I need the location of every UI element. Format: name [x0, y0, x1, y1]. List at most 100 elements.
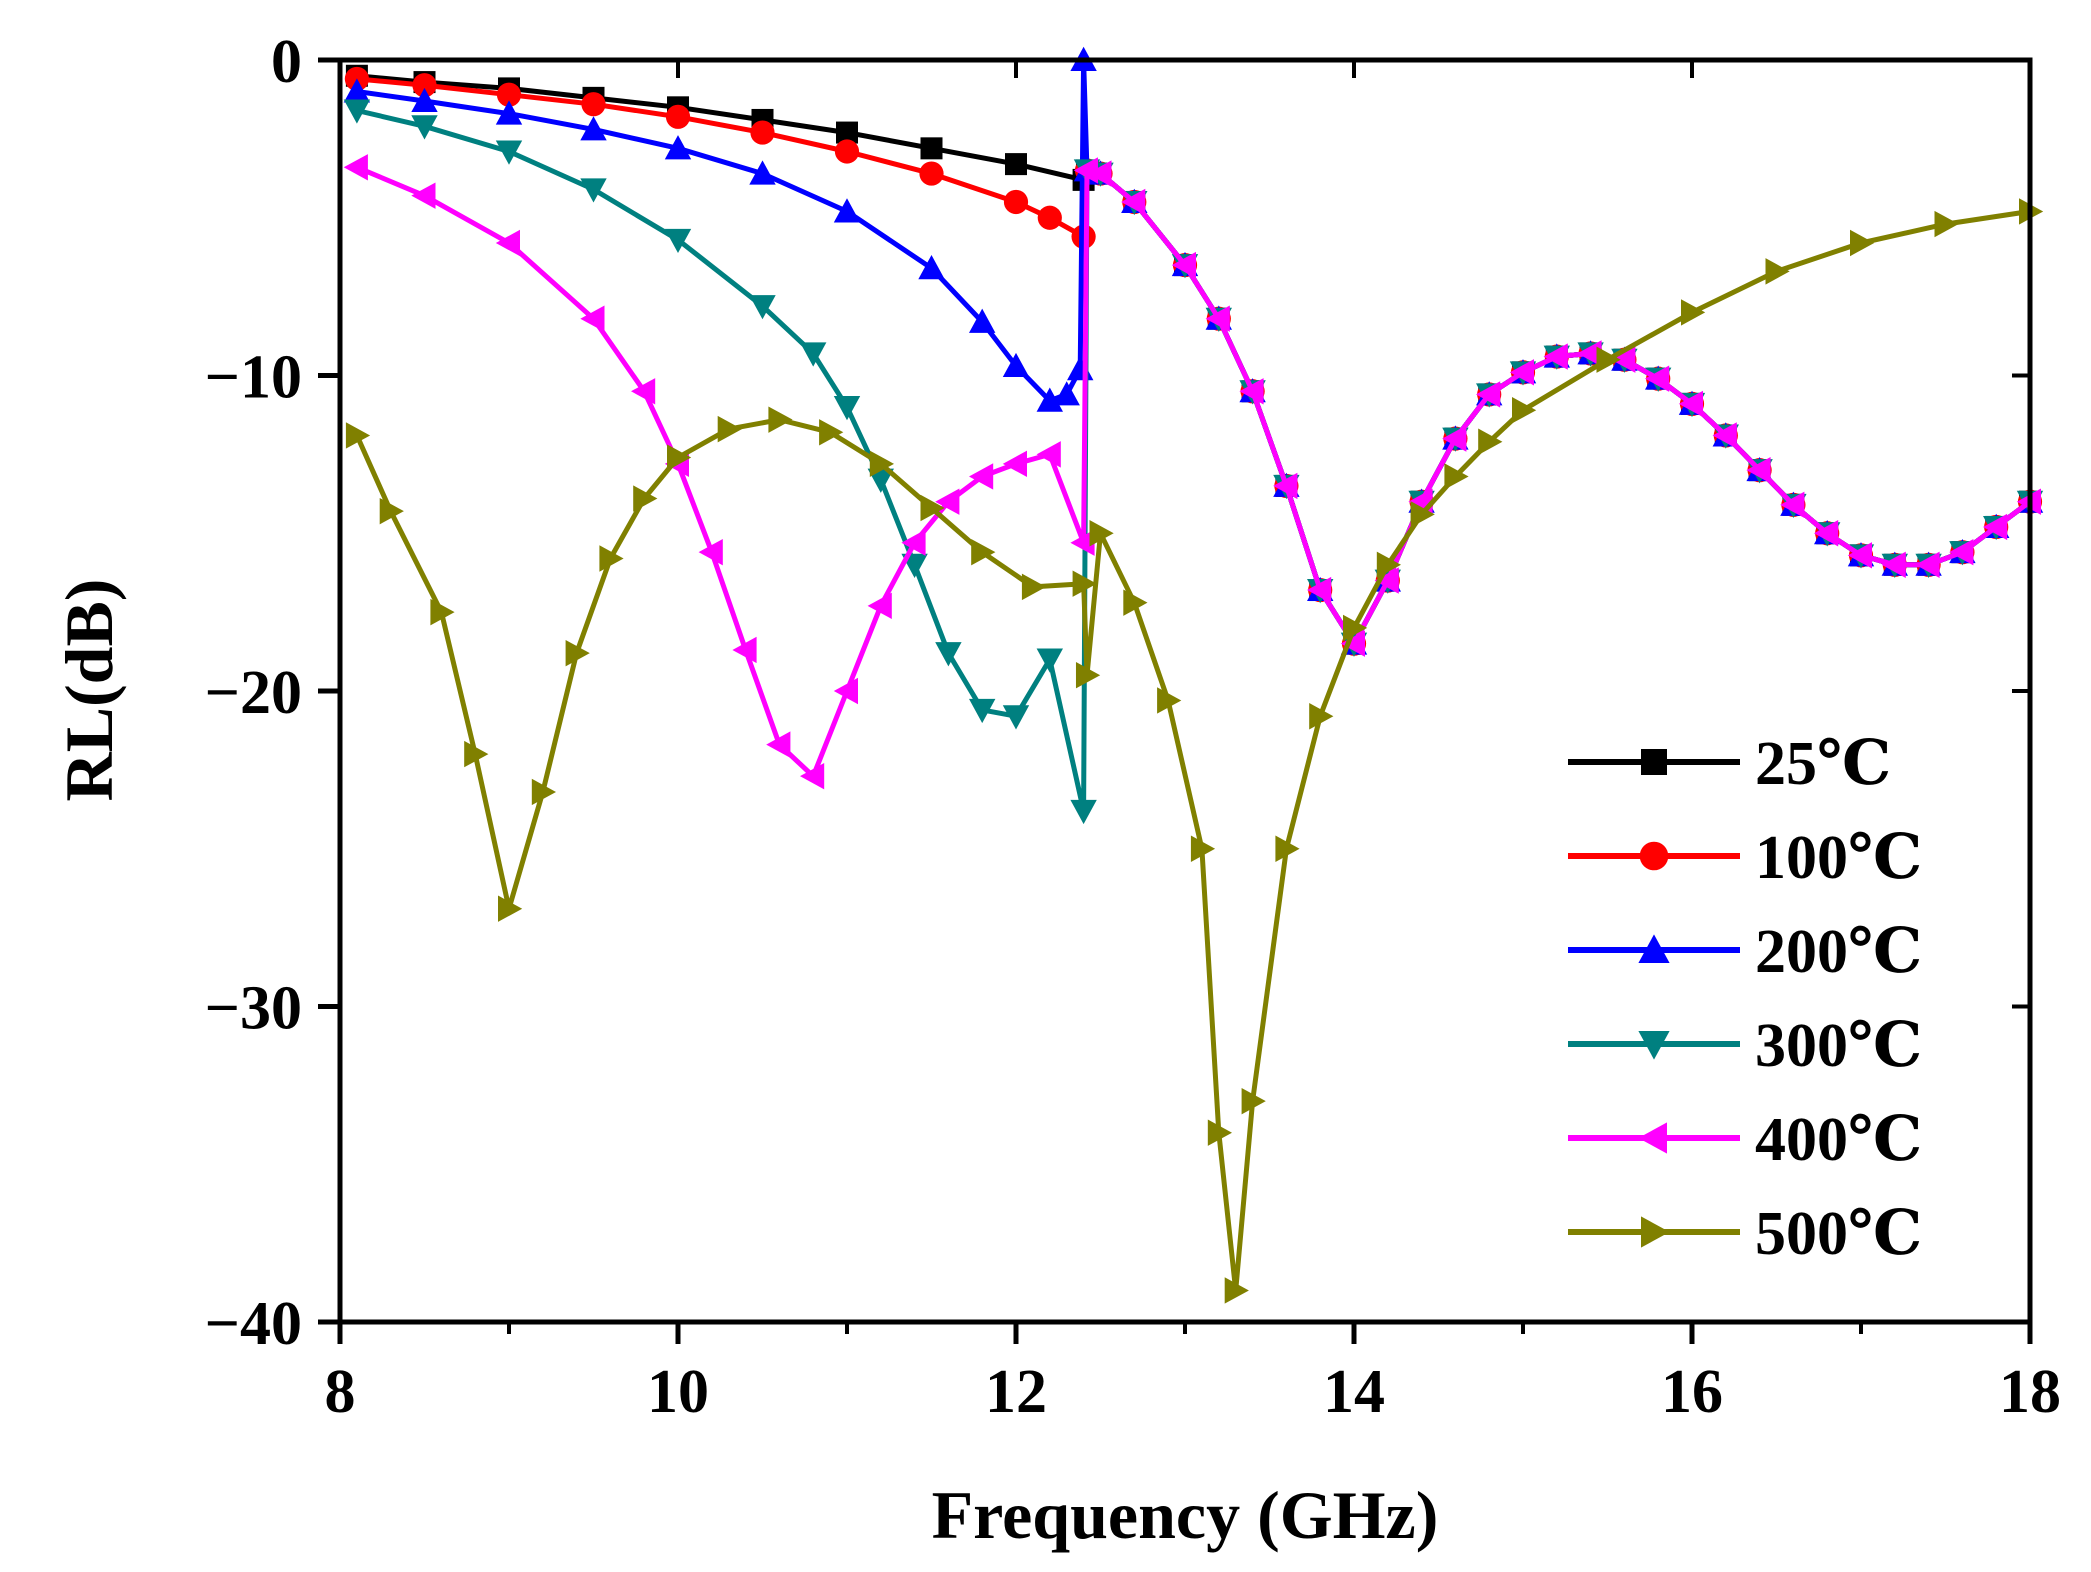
data-point [935, 488, 960, 515]
data-point [464, 740, 489, 768]
data-point [580, 116, 607, 141]
data-point [1002, 705, 1030, 730]
data-point [920, 137, 943, 160]
legend-label: 500℃ [1755, 1200, 1922, 1268]
data-point [1157, 687, 1182, 714]
legend-marker [1639, 841, 1669, 871]
data-point [531, 778, 556, 806]
series-layer [343, 46, 2044, 1304]
x-tick-label: 10 [647, 1358, 709, 1426]
data-point [867, 468, 894, 493]
data-point [1374, 567, 1399, 594]
data-point [1543, 343, 1568, 370]
data-point [935, 642, 962, 667]
data-point [1712, 422, 1737, 449]
data-point [411, 87, 438, 113]
data-point [1070, 529, 1095, 556]
data-point [343, 99, 371, 124]
data-point [1645, 365, 1670, 392]
data-point [1075, 662, 1101, 689]
legend-item: 500℃ [1568, 1200, 1922, 1268]
series-300℃ [343, 99, 2044, 825]
data-point [749, 295, 776, 320]
data-point [1241, 1087, 1266, 1115]
data-point [1850, 229, 1875, 257]
data-point [496, 82, 522, 107]
data-point [1005, 153, 1027, 176]
data-point [732, 636, 757, 664]
y-tick-label: −20 [205, 659, 302, 727]
data-point [969, 698, 996, 724]
x-tick-label: 18 [1999, 1358, 2061, 1426]
data-point [1021, 573, 1047, 601]
legend-marker [1641, 749, 1667, 775]
data-point [867, 592, 892, 620]
data-point [750, 120, 775, 145]
data-point [834, 139, 860, 164]
series-line [356, 108, 2032, 814]
data-point [1072, 570, 1097, 597]
data-point [800, 342, 827, 367]
data-point [1512, 397, 1537, 424]
data-point [1002, 450, 1027, 478]
y-tick-label: −10 [205, 344, 302, 412]
data-point [411, 182, 436, 209]
data-point [1814, 520, 1839, 547]
data-point [430, 598, 455, 626]
data-point [1123, 589, 1148, 616]
data-point [918, 255, 945, 280]
data-point [379, 497, 404, 525]
series-500℃ [345, 198, 2044, 1304]
data-point [1983, 513, 2008, 541]
data-point [498, 895, 523, 922]
data-point [919, 161, 944, 186]
data-point [1089, 520, 1114, 547]
data-point [1037, 205, 1062, 230]
x-tick-label: 16 [1661, 1358, 1723, 1426]
legend-item: 25℃ [1568, 730, 1891, 798]
legend-label: 300℃ [1755, 1012, 1922, 1080]
data-point [969, 463, 994, 490]
y-axis-title: RL(dB) [51, 579, 127, 802]
data-point [495, 229, 520, 257]
data-point [1577, 340, 1602, 367]
data-point [1036, 387, 1063, 412]
data-point [1746, 456, 1771, 484]
data-point [1934, 210, 1959, 238]
data-point [1273, 472, 1298, 500]
legend-marker [1641, 1216, 1670, 1248]
data-point [631, 378, 656, 405]
data-point [495, 140, 523, 165]
data-point [1205, 305, 1230, 332]
data-point [1681, 299, 1706, 326]
data-point [833, 396, 861, 421]
data-point [1780, 491, 1805, 519]
legend-label: 400℃ [1755, 1106, 1922, 1174]
data-point [1036, 648, 1063, 673]
data-point [580, 178, 607, 203]
data-point [1881, 551, 1906, 578]
data-point [633, 485, 658, 512]
data-point [819, 419, 844, 446]
data-point [565, 639, 590, 667]
data-point [1343, 614, 1368, 642]
data-point [1171, 251, 1196, 279]
data-point [664, 135, 692, 160]
data-point [580, 305, 605, 332]
data-point [869, 450, 894, 478]
y-tick-label: 0 [271, 28, 302, 96]
legend-label: 25℃ [1755, 730, 1891, 798]
data-point [1275, 835, 1300, 862]
axes-layer: 8 10 12 14 16 18 0 −10 −20 −30 −40 [205, 28, 2061, 1426]
data-point [495, 100, 523, 125]
data-point [1073, 157, 1098, 184]
data-point [1611, 346, 1636, 373]
data-point [664, 228, 692, 254]
data-point [1376, 551, 1401, 578]
legend-item: 200℃ [1568, 918, 1922, 986]
series-200℃ [343, 46, 2044, 655]
data-point [665, 104, 691, 129]
x-tick-label: 14 [1323, 1358, 1385, 1426]
data-point [1002, 352, 1030, 378]
x-tick-label: 8 [325, 1358, 356, 1426]
